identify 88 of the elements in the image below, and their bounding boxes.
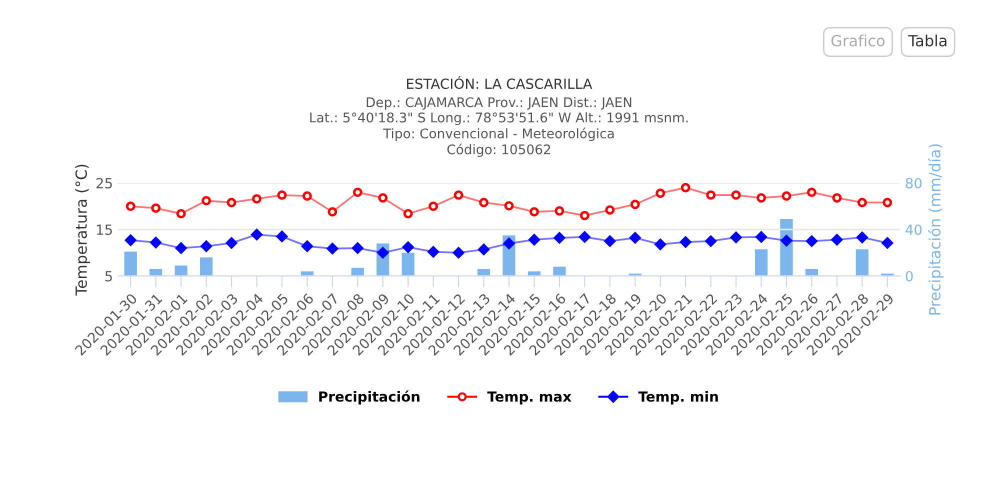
point — [202, 196, 212, 206]
point — [352, 188, 362, 198]
point — [706, 190, 716, 200]
point — [782, 191, 792, 201]
point — [580, 210, 590, 220]
legend-label: Temp. min — [638, 391, 718, 404]
point — [200, 240, 212, 252]
chart-title: ESTACIÓN: LA CASCARILLA — [407, 76, 592, 90]
y-tick-label: 25 — [96, 178, 112, 188]
point — [780, 234, 792, 246]
bar — [856, 249, 868, 276]
point — [530, 207, 539, 217]
y2-axis-title: Precipitación (mm/día) — [928, 144, 944, 314]
point — [528, 234, 540, 246]
point — [503, 238, 515, 250]
point — [656, 188, 666, 198]
point — [579, 231, 590, 243]
point — [806, 188, 816, 198]
point — [403, 208, 413, 218]
point — [377, 247, 389, 258]
y2-tick-label: 80 — [906, 178, 922, 188]
bar — [200, 257, 213, 276]
y2-tick-label: 0 — [906, 270, 913, 282]
point — [554, 206, 564, 216]
point — [705, 235, 716, 247]
point — [857, 198, 867, 208]
point — [604, 235, 616, 247]
point — [276, 230, 288, 242]
point — [756, 231, 767, 243]
point — [806, 235, 818, 247]
bar — [174, 266, 188, 276]
point — [277, 190, 287, 200]
point — [226, 237, 238, 249]
point — [731, 190, 741, 200]
point — [151, 203, 161, 213]
point — [226, 198, 236, 208]
point — [479, 198, 488, 208]
point — [882, 198, 892, 208]
legend-label: Temp. max — [487, 391, 572, 404]
point — [554, 232, 566, 244]
point — [326, 242, 338, 254]
point — [605, 205, 615, 215]
y-axis-title: Temperatura (°C) — [75, 164, 90, 296]
point — [629, 232, 641, 244]
bar — [805, 269, 818, 276]
point — [680, 236, 692, 248]
point — [654, 238, 666, 250]
point — [452, 247, 464, 258]
point — [428, 246, 439, 258]
point — [328, 207, 338, 217]
point — [856, 232, 868, 244]
point — [831, 234, 843, 246]
bar — [150, 269, 162, 276]
chart-subtitle: Dep.: CAJAMARCA Prov.: JAEN Dist.: JAEN Lat.: 5°40'18.3" S Long.: 78°53'51.6" W Alt.: 1991 msnm. Tipo: Convencional - Meteorológica Código: 105062 — [310, 97, 688, 157]
point — [378, 193, 388, 203]
point — [630, 200, 640, 210]
point — [124, 234, 136, 246]
bar — [477, 269, 490, 276]
text: Tabla — [908, 34, 946, 46]
bar — [124, 252, 137, 276]
point — [428, 202, 438, 211]
point — [504, 201, 514, 211]
point — [454, 190, 464, 200]
point — [302, 191, 312, 201]
bar — [553, 266, 566, 276]
point — [882, 237, 894, 249]
bar — [402, 252, 414, 276]
point — [175, 242, 187, 254]
point — [302, 240, 313, 252]
point — [352, 242, 364, 254]
bar — [351, 268, 364, 276]
point — [251, 228, 262, 240]
point — [832, 193, 842, 203]
point — [252, 194, 262, 204]
point — [150, 236, 162, 248]
point — [176, 208, 186, 218]
point — [680, 183, 690, 192]
point — [126, 202, 136, 211]
text: Grafico — [831, 34, 885, 46]
point — [730, 232, 742, 244]
point — [478, 244, 490, 256]
point — [402, 242, 414, 253]
point — [756, 193, 766, 203]
y-tick-label: 15 — [96, 224, 112, 235]
y-tick-label: 5 — [105, 271, 112, 282]
legend-label: Precipitación — [319, 390, 420, 404]
y2-tick-label: 40 — [906, 224, 922, 235]
bar — [754, 249, 768, 276]
